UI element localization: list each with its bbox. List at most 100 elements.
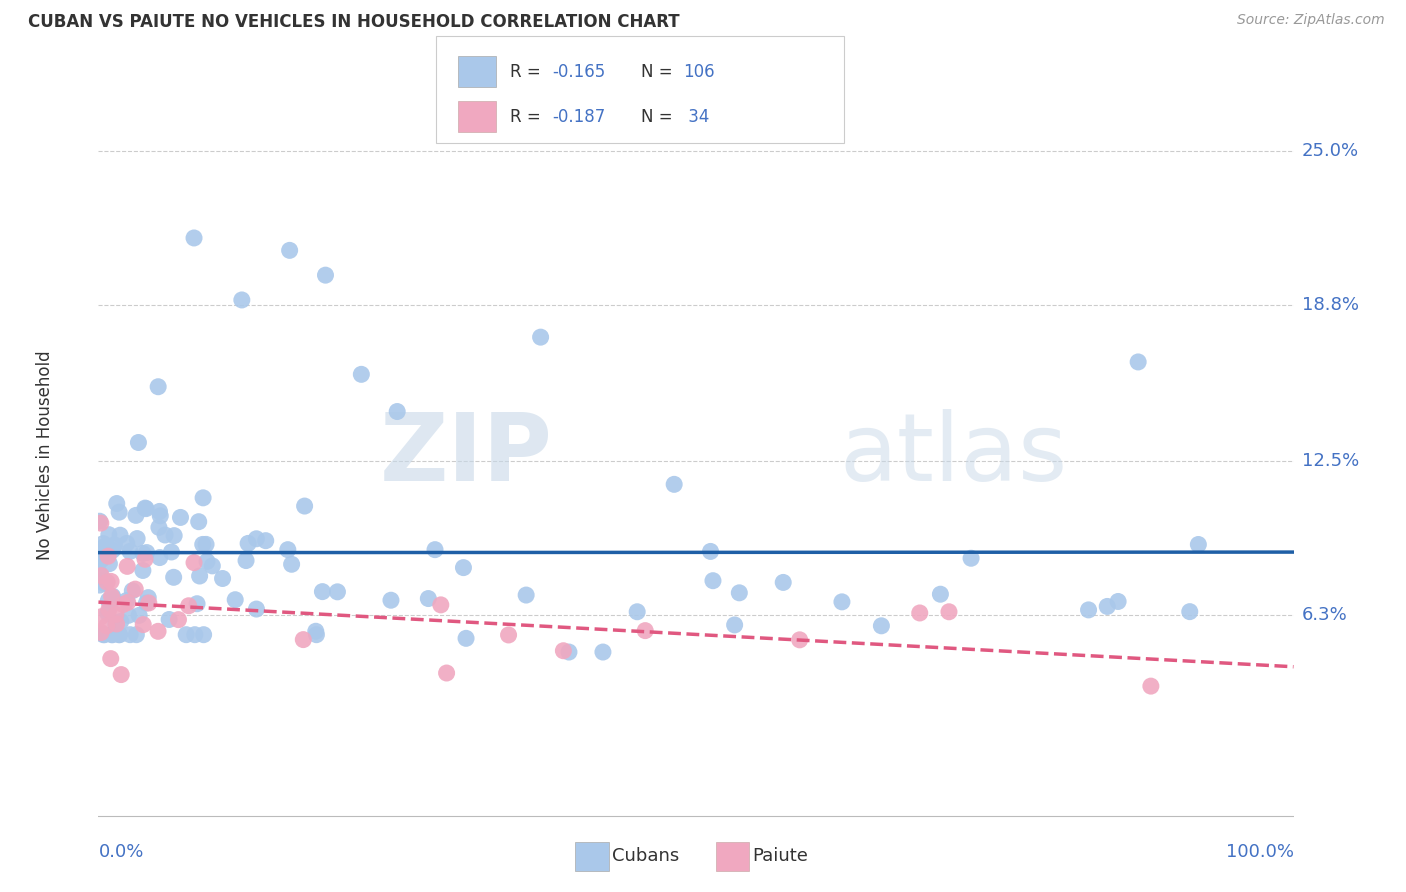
Point [430, 598, 453, 612]
Point [326, 584, 349, 599]
Point [702, 574, 724, 588]
Point [112, 598, 135, 612]
Point [245, 532, 267, 546]
Point [110, 667, 132, 681]
Point [254, 533, 277, 548]
Point [101, 589, 124, 603]
Point [97, 602, 120, 616]
Point [1140, 679, 1163, 693]
Point [231, 293, 253, 307]
Text: atlas: atlas [839, 409, 1067, 501]
Point [89, 550, 111, 565]
Point [90, 516, 112, 530]
Point [1107, 594, 1129, 608]
Point [236, 536, 259, 550]
Point [97, 549, 120, 564]
Point [498, 628, 520, 642]
Point [157, 612, 180, 626]
Point [1178, 605, 1201, 619]
Point [134, 501, 156, 516]
Text: 18.8%: 18.8% [1302, 296, 1358, 314]
Point [184, 628, 207, 642]
Point [662, 477, 685, 491]
Point [186, 597, 208, 611]
Point [135, 501, 157, 516]
Point [305, 628, 328, 642]
Point [634, 624, 657, 638]
Point [121, 583, 143, 598]
Point [101, 628, 124, 642]
Point [177, 599, 200, 613]
Point [728, 586, 751, 600]
Point [89, 578, 111, 592]
Point [831, 595, 853, 609]
Point [311, 584, 333, 599]
Point [163, 570, 186, 584]
Point [93, 628, 115, 642]
Point [436, 666, 458, 681]
Point [1077, 603, 1099, 617]
Point [149, 508, 172, 523]
Point [626, 605, 648, 619]
Point [148, 520, 170, 534]
Point [90, 548, 112, 562]
Point [201, 558, 224, 573]
Point [108, 628, 131, 642]
Point [90, 609, 112, 624]
Point [98, 557, 121, 571]
Point [183, 231, 205, 245]
Point [135, 596, 157, 610]
Point [929, 587, 952, 601]
Text: 12.5%: 12.5% [1302, 452, 1360, 470]
Point [132, 546, 155, 560]
Point [423, 542, 446, 557]
Point [97, 527, 120, 541]
Point [104, 607, 127, 622]
Point [305, 624, 328, 639]
Point [108, 505, 131, 519]
Text: R =: R = [510, 62, 547, 80]
Point [125, 628, 148, 642]
Text: N =: N = [641, 62, 678, 80]
Point [453, 560, 475, 574]
Point [446, 120, 468, 134]
Point [294, 499, 316, 513]
Point [138, 596, 160, 610]
Point [132, 564, 155, 578]
Point [188, 569, 211, 583]
Point [108, 628, 131, 642]
Point [960, 551, 983, 566]
Point [93, 540, 115, 554]
Point [277, 542, 299, 557]
Point [117, 608, 139, 623]
Point [191, 537, 214, 551]
Point [146, 624, 169, 639]
Point [108, 528, 131, 542]
Point [169, 510, 191, 524]
Point [350, 368, 373, 382]
Point [115, 536, 138, 550]
Point [125, 508, 148, 523]
Point [149, 550, 172, 565]
Point [90, 625, 112, 640]
Point [280, 558, 302, 572]
Point [153, 528, 176, 542]
Point [938, 605, 960, 619]
Point [127, 435, 149, 450]
Point [183, 556, 205, 570]
Point [90, 574, 112, 588]
Point [117, 595, 139, 609]
Point [224, 592, 246, 607]
Point [124, 582, 146, 596]
Point [315, 268, 337, 282]
Point [699, 544, 721, 558]
Text: 25.0%: 25.0% [1302, 142, 1360, 161]
Text: 34: 34 [683, 108, 710, 126]
Point [101, 543, 124, 558]
Point [90, 552, 112, 566]
Point [385, 404, 409, 418]
Point [245, 602, 267, 616]
Point [870, 619, 893, 633]
Point [104, 617, 127, 632]
Point [115, 559, 138, 574]
